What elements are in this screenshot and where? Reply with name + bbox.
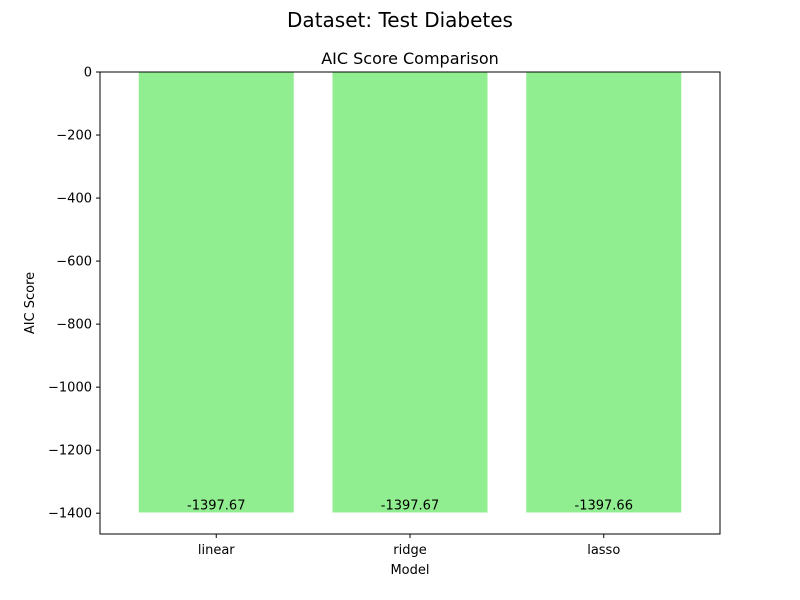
chart-title: AIC Score Comparison — [321, 49, 499, 68]
bar-value-label: -1397.66 — [575, 498, 633, 513]
y-tick-label: −600 — [56, 255, 92, 270]
bar-linear — [138, 72, 294, 513]
bar-value-label: -1397.67 — [381, 498, 439, 513]
y-tick-label: −1200 — [48, 444, 92, 459]
bar-ridge — [332, 72, 488, 513]
y-tick-label: −800 — [56, 318, 92, 333]
y-axis-label: AIC Score — [23, 272, 38, 334]
y-tick-label: −200 — [56, 129, 92, 144]
figure-suptitle: Dataset: Test Diabetes — [287, 8, 513, 32]
x-tick-label: ridge — [393, 543, 426, 558]
x-tick-label: linear — [198, 543, 235, 558]
y-tick-label: −1000 — [48, 381, 92, 396]
axes-layer: 0 −200 −400 −600 −800 −1000 −1200 −1400 linear ri… — [48, 66, 620, 559]
x-axis-label: Model — [390, 563, 429, 578]
y-tick-label: 0 — [84, 66, 92, 81]
bars-layer: -1397.67 -1397.67 -1397.66 — [138, 72, 682, 513]
bar-lasso — [526, 72, 682, 513]
x-tick-label: lasso — [587, 543, 620, 558]
y-tick-label: −400 — [56, 192, 92, 207]
bar-value-label: -1397.67 — [187, 498, 245, 513]
y-tick-label: −1400 — [48, 507, 92, 522]
